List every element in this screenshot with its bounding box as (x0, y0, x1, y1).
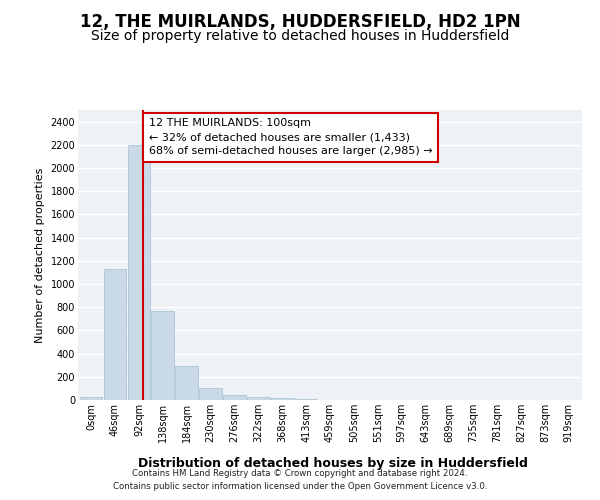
Bar (247, 397, 269, 400)
Text: Contains HM Land Registry data © Crown copyright and database right 2024.: Contains HM Land Registry data © Crown c… (132, 469, 468, 478)
Bar (271, 398, 293, 400)
Text: Distribution of detached houses by size in Huddersfield: Distribution of detached houses by size … (138, 458, 528, 470)
Bar (80, 396, 103, 400)
Text: 12 THE MUIRLANDS: 100sqm
← 32% of detached houses are smaller (1,433)
68% of sem: 12 THE MUIRLANDS: 100sqm ← 32% of detach… (149, 118, 433, 156)
Bar (151, 310, 174, 400)
Bar (104, 269, 127, 400)
Text: 12, THE MUIRLANDS, HUDDERSFIELD, HD2 1PN: 12, THE MUIRLANDS, HUDDERSFIELD, HD2 1PN (80, 12, 520, 30)
Bar (223, 395, 246, 400)
Bar (295, 399, 317, 400)
Text: Contains public sector information licensed under the Open Government Licence v3: Contains public sector information licen… (113, 482, 487, 491)
Y-axis label: Number of detached properties: Number of detached properties (35, 168, 45, 342)
Bar (175, 366, 198, 400)
Text: Size of property relative to detached houses in Huddersfield: Size of property relative to detached ho… (91, 29, 509, 43)
Bar (199, 388, 222, 400)
Bar (128, 145, 150, 400)
